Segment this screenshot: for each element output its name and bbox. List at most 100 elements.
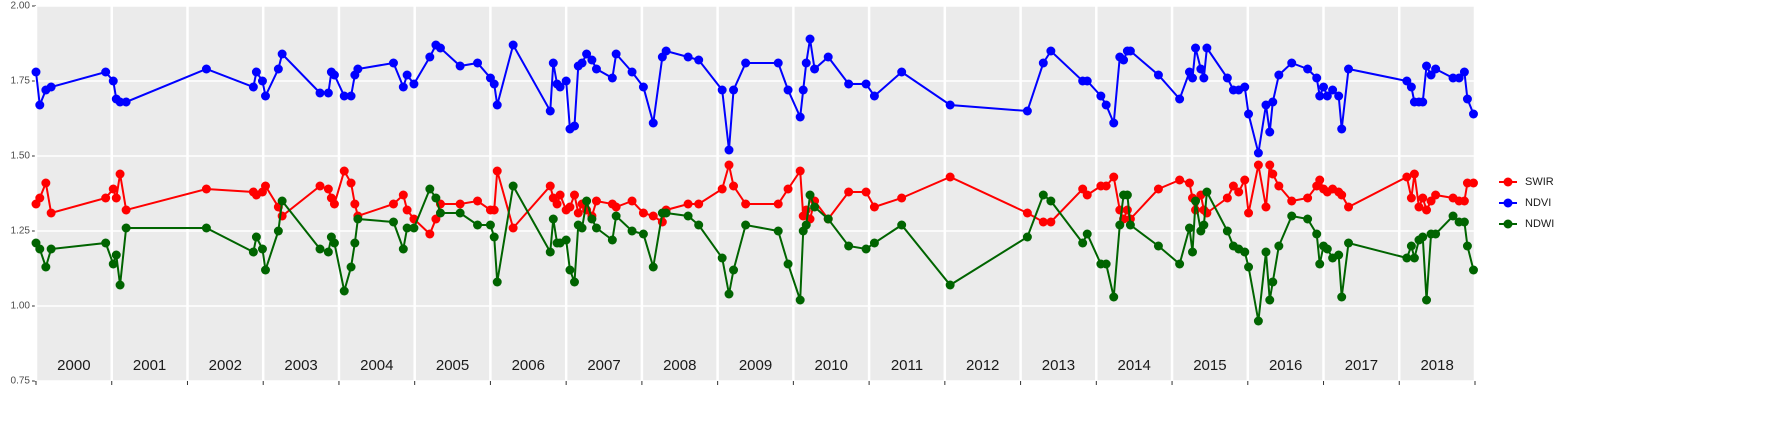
data-point — [1175, 259, 1185, 269]
data-point — [1202, 187, 1212, 197]
y-tick-label: 1.75 — [11, 76, 31, 87]
data-point — [1459, 217, 1469, 227]
data-point — [1101, 100, 1111, 110]
data-point — [101, 238, 111, 248]
data-point — [805, 34, 815, 44]
data-point — [717, 85, 727, 95]
year-label: 2017 — [1345, 357, 1378, 374]
data-point — [353, 214, 363, 224]
data-point — [251, 67, 261, 77]
data-point — [724, 145, 734, 155]
data-point — [1153, 184, 1163, 194]
data-point — [1244, 208, 1254, 218]
data-point — [1418, 232, 1428, 242]
data-point — [545, 181, 555, 191]
data-point — [101, 193, 111, 203]
data-point — [257, 76, 267, 86]
data-point — [648, 211, 658, 221]
data-point — [1228, 181, 1238, 191]
data-point — [945, 100, 955, 110]
data-point — [1422, 61, 1432, 71]
year-label: 2005 — [436, 357, 469, 374]
data-point — [277, 196, 287, 206]
data-point — [1153, 70, 1163, 80]
data-point — [329, 238, 339, 248]
data-point — [1422, 295, 1432, 305]
data-point — [555, 190, 565, 200]
y-tick-label: 1.50 — [11, 151, 31, 162]
data-point — [683, 199, 693, 209]
data-point — [869, 202, 879, 212]
data-point — [339, 286, 349, 296]
data-point — [1188, 73, 1198, 83]
year-label: 2018 — [1420, 357, 1453, 374]
data-point — [638, 82, 648, 92]
data-point — [945, 280, 955, 290]
data-point — [844, 79, 854, 89]
data-point — [1184, 178, 1194, 188]
data-point — [1022, 106, 1032, 116]
data-point — [587, 214, 597, 224]
data-point — [805, 190, 815, 200]
data-point — [783, 184, 793, 194]
data-point — [1253, 160, 1263, 170]
data-point — [1312, 73, 1322, 83]
data-point — [611, 49, 621, 59]
data-point — [548, 214, 558, 224]
data-point — [1431, 229, 1441, 239]
data-point — [260, 181, 270, 191]
data-point — [1319, 82, 1329, 92]
data-point — [897, 193, 907, 203]
data-point — [1406, 82, 1416, 92]
data-point — [1240, 82, 1250, 92]
data-point — [492, 277, 502, 287]
data-point — [35, 100, 45, 110]
data-point — [741, 220, 751, 230]
data-point — [46, 82, 56, 92]
data-point — [1199, 220, 1209, 230]
data-point — [582, 196, 592, 206]
data-point — [638, 229, 648, 239]
data-point — [1303, 64, 1313, 74]
data-point — [108, 184, 118, 194]
y-tick-label: 1.25 — [11, 226, 31, 237]
data-point — [1344, 64, 1354, 74]
y-tick-label: 0.75 — [11, 376, 31, 387]
data-point — [1462, 241, 1472, 251]
data-point — [489, 232, 499, 242]
data-point — [201, 223, 211, 233]
data-point — [346, 91, 356, 101]
data-point — [121, 205, 131, 215]
year-label: 2011 — [891, 357, 923, 374]
data-point — [201, 184, 211, 194]
data-point — [724, 160, 734, 170]
data-point — [323, 247, 333, 257]
y-tick-label: 2.00 — [11, 1, 31, 12]
year-label: 2003 — [284, 357, 317, 374]
data-point — [1261, 247, 1271, 257]
data-point — [1265, 295, 1275, 305]
data-point — [638, 208, 648, 218]
data-point — [627, 196, 637, 206]
data-point — [648, 262, 658, 272]
year-label: 2016 — [1269, 357, 1302, 374]
data-point — [611, 202, 621, 212]
data-point — [569, 121, 579, 131]
y-tick-label: 1.00 — [11, 301, 31, 312]
data-point — [1337, 292, 1347, 302]
data-point — [591, 196, 601, 206]
legend-label: NDVI — [1525, 197, 1551, 209]
data-point — [1468, 265, 1478, 275]
data-point — [1322, 91, 1332, 101]
data-point — [717, 253, 727, 263]
data-point — [1409, 169, 1419, 179]
data-point — [717, 184, 727, 194]
data-point — [795, 295, 805, 305]
data-point — [801, 220, 811, 230]
data-point — [402, 205, 412, 215]
legend-dot — [1503, 177, 1513, 187]
data-point — [398, 244, 408, 254]
data-point — [773, 199, 783, 209]
data-point — [1337, 124, 1347, 134]
data-point — [115, 169, 125, 179]
